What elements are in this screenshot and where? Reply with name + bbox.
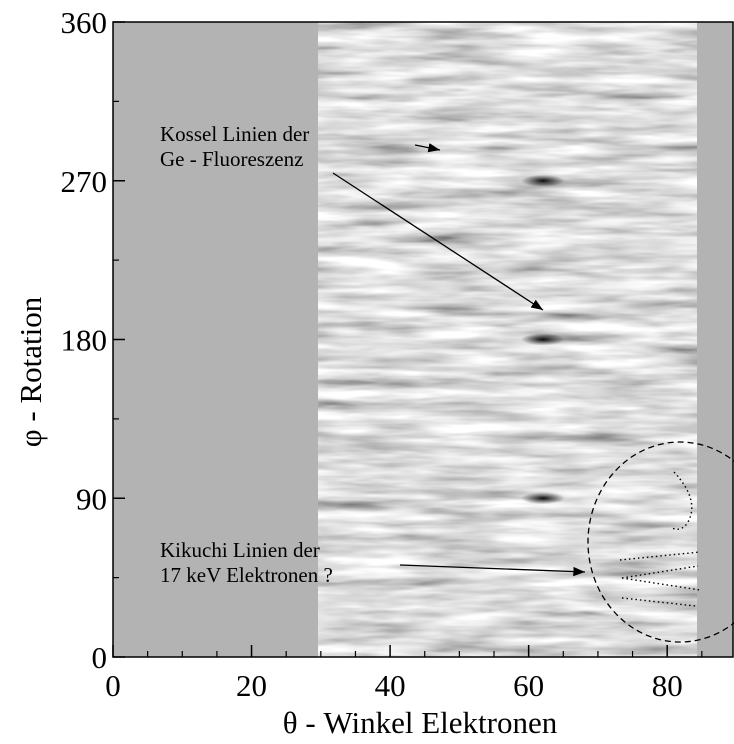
x-axis-label: θ - Winkel Elektronen [283,705,558,740]
axes: 0 20 40 60 80 0 90 180 270 360 θ - Winkel Elektron… [13,5,734,740]
plot-area [113,22,733,657]
dark-spot [521,174,565,187]
y-tick-label: 0 [92,640,108,675]
y-tick-label: 270 [61,164,108,199]
y-tick-label: 180 [61,323,108,358]
y-axis-label: φ - Rotation [13,296,48,447]
dark-spot [521,333,565,346]
x-tick-label: 80 [652,668,683,703]
dark-spot [521,492,565,505]
highlight-ellipse [587,441,734,643]
annotation-arrow [399,564,586,577]
annotation-arrow [414,143,441,153]
annotation-text: Kikuchi Linien der [160,538,320,562]
annotation-text: Kossel Linien der [160,122,309,146]
dotted-line [621,565,701,591]
annotation-text: 17 keV Elektronen ? [160,563,333,587]
x-tick-label: 40 [375,668,406,703]
x-tick-label: 60 [513,668,544,703]
annotation-text: Ge - Fluoreszenz [160,147,303,171]
dotted-line [621,597,697,607]
x-tick-label: 20 [236,668,267,703]
y-tick-label: 90 [76,481,107,516]
x-tick-label: 0 [105,668,121,703]
annotation-arrow [332,172,544,311]
texture [318,22,697,657]
dotted-line [671,471,693,530]
y-tick-label: 360 [61,5,108,40]
